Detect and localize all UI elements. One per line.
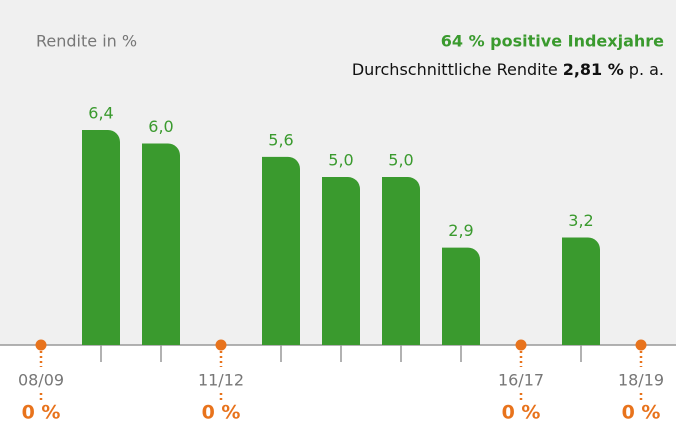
bar	[142, 143, 180, 345]
value-label: 5,0	[328, 151, 353, 170]
zero-value-label: 0 %	[502, 402, 541, 423]
zero-marker	[515, 339, 527, 351]
zero-value-label: 0 %	[202, 402, 241, 423]
y-label: Rendite in %	[36, 32, 137, 51]
average-suffix: p. a.	[629, 60, 664, 79]
value-label: 2,9	[448, 221, 473, 240]
bar	[322, 177, 360, 345]
x-tick-label: 08/09	[18, 371, 64, 390]
average-label: Durchschnittliche Rendite	[352, 60, 558, 79]
bar	[562, 237, 600, 345]
value-label: 6,4	[88, 104, 113, 123]
value-label: 5,0	[388, 151, 413, 170]
zero-value-label: 0 %	[22, 402, 61, 423]
zero-marker	[35, 339, 47, 351]
value-label: 3,2	[568, 211, 593, 230]
headline: 64 % positive Indexjahre	[441, 32, 664, 51]
bar	[442, 247, 480, 345]
average-value: 2,81 %	[563, 60, 624, 79]
value-label: 5,6	[268, 130, 293, 149]
zero-marker	[215, 339, 227, 351]
value-label: 6,0	[148, 117, 173, 136]
zero-value-label: 0 %	[622, 402, 661, 423]
average-return: Durchschnittliche Rendite 2,81 % p. a.	[352, 60, 664, 79]
x-tick-label: 11/12	[198, 371, 244, 390]
bar	[82, 130, 120, 345]
bar	[262, 156, 300, 345]
x-tick-label: 18/19	[618, 371, 664, 390]
bar	[382, 177, 420, 345]
zero-marker	[635, 339, 647, 351]
x-tick-label: 16/17	[498, 371, 544, 390]
